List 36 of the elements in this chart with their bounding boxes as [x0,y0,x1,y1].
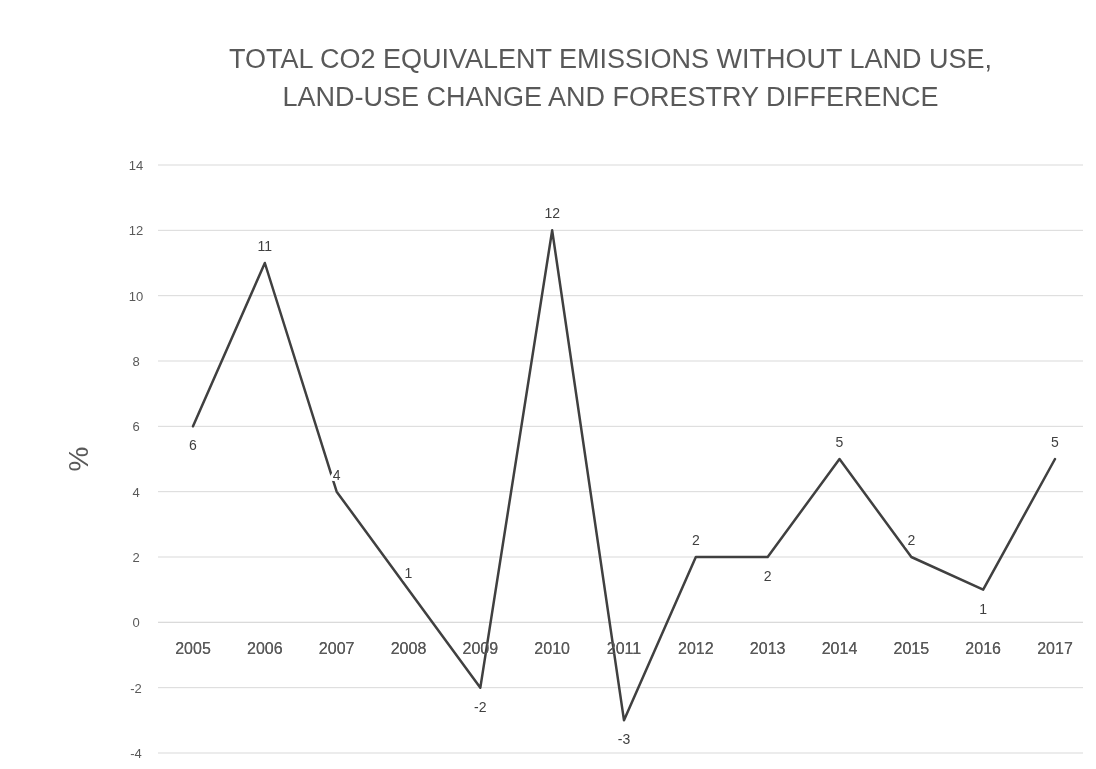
x-tick-label: 2015 [893,640,930,658]
data-label: 12 [544,205,561,222]
x-tick-label: 2012 [678,640,714,658]
y-tick-label: 4 [132,484,140,500]
y-tick-label: 12 [128,223,144,239]
chart-title: TOTAL CO2 EQUIVALENT EMISSIONS WITHOUT LAND USE, LAND-USE CHANGE AND FORESTRY DIFFERENCE [228,44,993,112]
data-label: -3 [617,731,631,748]
data-label: 11 [257,238,273,254]
y-tick-label: 0 [132,615,140,631]
data-label: 5 [835,434,844,450]
data-label: -2 [474,698,487,715]
x-tick-label: 2013 [749,640,786,658]
x-tick-label: 2007 [318,640,355,658]
x-tick-label: 2016 [965,640,1002,658]
y-tick-label: 8 [132,354,140,369]
y-tick-label: 10 [128,288,144,304]
x-tick-label: 2017 [1037,640,1073,658]
data-label: 5 [1051,434,1060,450]
y-tick-label: 2 [132,550,140,565]
data-label: 1 [979,600,988,617]
x-tick-label: 2008 [390,640,427,658]
y-tick-label: -2 [130,680,142,696]
y-axis-title: % [63,446,94,472]
y-tick-label: -4 [130,746,142,761]
y-tick-label: 6 [132,419,140,435]
data-label: 1 [404,564,413,581]
data-label: 2 [691,532,700,548]
data-label: 6 [189,437,198,454]
x-tick-label: 2014 [821,640,858,658]
data-label: 2 [763,568,772,584]
data-label: 2 [907,532,916,548]
y-tick-label: 14 [128,158,144,173]
data-label: 4 [332,466,341,483]
x-tick-label: 2010 [534,640,571,658]
x-tick-label: 2005 [175,640,211,658]
x-tick-label: 2006 [247,640,283,658]
